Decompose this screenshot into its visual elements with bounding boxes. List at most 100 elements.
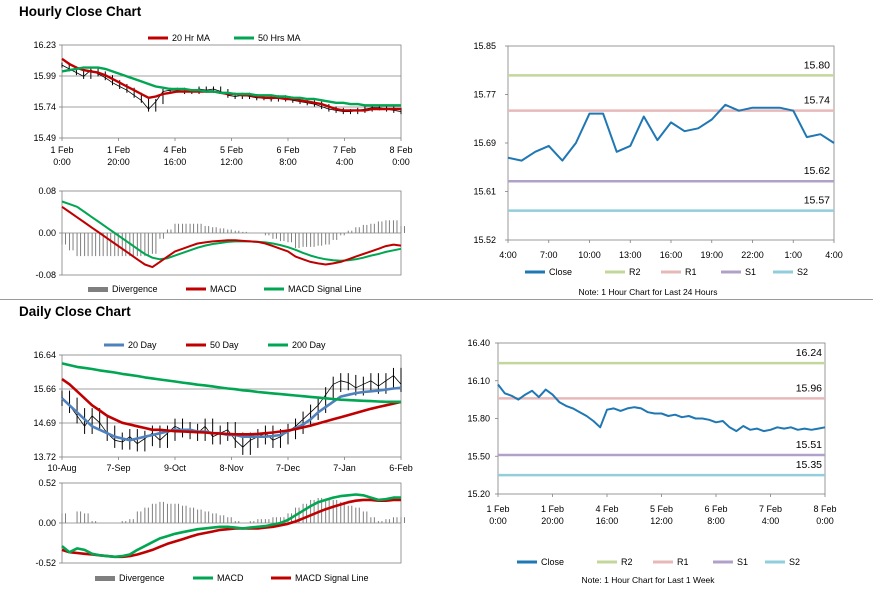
hourly-levels-x-tick: 7:00 bbox=[540, 250, 558, 260]
daily-price-legend: 20 Day bbox=[128, 340, 157, 350]
daily-price-x-tick: 8-Nov bbox=[219, 463, 244, 473]
section-divider bbox=[0, 299, 873, 300]
daily-level-label: 15.51 bbox=[796, 439, 822, 451]
hourly-macd-legend: MACD bbox=[210, 284, 237, 294]
hourly-price-x-tick: 1 Feb bbox=[50, 145, 73, 155]
daily-levels-x-tick: 5 Feb bbox=[650, 504, 673, 514]
daily-price-legend: 50 Day bbox=[210, 340, 239, 350]
daily-macd-y-tick: -0.52 bbox=[35, 558, 56, 568]
hourly-price-x-tick: 7 Feb bbox=[333, 145, 356, 155]
hourly-levels-legend: R2 bbox=[629, 267, 641, 277]
hourly-levels-x-tick: 22:00 bbox=[741, 250, 764, 260]
daily-price-x-tick: 6-Feb bbox=[389, 463, 413, 473]
daily-levels-x-tick: 8 Feb bbox=[813, 504, 836, 514]
hourly-levels-x-tick: 4:00 bbox=[825, 250, 843, 260]
hourly-price-x-tick: 4:00 bbox=[336, 157, 354, 167]
hourly-levels-y-tick: 15.85 bbox=[473, 41, 496, 51]
daily-macd-line bbox=[61, 493, 401, 559]
hourly-levels-legend: S1 bbox=[745, 267, 756, 277]
hourly-price-y-tick: 15.99 bbox=[33, 71, 56, 81]
hourly-macd-legend-swatch bbox=[88, 287, 108, 292]
hourly-price-x-tick: 0:00 bbox=[53, 157, 71, 167]
daily-price-frame bbox=[61, 354, 402, 458]
hourly-section-title: Hourly Close Chart bbox=[19, 4, 142, 19]
daily-price-legend: 200 Day bbox=[292, 340, 326, 350]
hourly-price-y-tick: 16.23 bbox=[33, 40, 56, 50]
hourly-levels-note: Note: 1 Hour Chart for Last 24 Hours bbox=[579, 287, 718, 297]
hourly-levels-x-tick: 16:00 bbox=[660, 250, 683, 260]
daily-close-line bbox=[497, 383, 826, 433]
daily-macd-y-tick: 0.52 bbox=[38, 478, 56, 488]
daily-levels-x-tick: 1 Feb bbox=[541, 504, 564, 514]
daily-macd-legend-swatch bbox=[95, 576, 115, 581]
hourly-macd-y-tick: 0.08 bbox=[38, 186, 56, 196]
daily-price-x-tick: 7-Dec bbox=[276, 463, 301, 473]
daily-level-label: 16.24 bbox=[796, 347, 822, 359]
hourly-price-x-tick: 20:00 bbox=[107, 157, 130, 167]
hourly-price-y-tick: 15.74 bbox=[33, 102, 56, 112]
hourly-levels-y-tick: 15.69 bbox=[473, 138, 496, 148]
daily-levels-y-tick: 16.40 bbox=[467, 338, 490, 348]
hourly-level-label: 15.80 bbox=[804, 59, 830, 71]
daily-price-x-tick: 7-Sep bbox=[106, 463, 130, 473]
daily-levels-x-tick: 4:00 bbox=[762, 516, 780, 526]
daily-levels-x-tick: 1 Feb bbox=[486, 504, 509, 514]
daily-price-y-tick: 14.69 bbox=[33, 418, 56, 428]
hourly-price-x-tick: 5 Feb bbox=[220, 145, 243, 155]
daily-price-y-tick: 16.64 bbox=[33, 350, 56, 360]
hourly-ma-line bbox=[61, 66, 401, 107]
daily-macd-legend: Divergence bbox=[119, 573, 165, 583]
daily-levels-x-tick: 16:00 bbox=[596, 516, 619, 526]
hourly-levels-y-tick: 15.52 bbox=[473, 235, 496, 245]
daily-price-y-tick: 15.66 bbox=[33, 384, 56, 394]
daily-price-y-tick: 13.72 bbox=[33, 452, 56, 462]
daily-macd-legend: MACD Signal Line bbox=[295, 573, 369, 583]
hourly-macd-legend: Divergence bbox=[112, 284, 158, 294]
hourly-macd-y-tick: 0.00 bbox=[38, 228, 56, 238]
hourly-level-label: 15.74 bbox=[804, 95, 830, 107]
hourly-price-y-tick: 15.49 bbox=[33, 133, 56, 143]
daily-ma-line bbox=[61, 378, 402, 436]
hourly-level-label: 15.62 bbox=[804, 165, 830, 177]
daily-price-x-tick: 10-Aug bbox=[47, 463, 76, 473]
hourly-levels-y-tick: 15.77 bbox=[473, 90, 496, 100]
daily-level-label: 15.35 bbox=[796, 459, 822, 471]
daily-macd-legend: MACD bbox=[217, 573, 244, 583]
hourly-price-legend: 50 Hrs MA bbox=[258, 33, 301, 43]
hourly-price-x-tick: 12:00 bbox=[220, 157, 243, 167]
hourly-levels-x-tick: 19:00 bbox=[700, 250, 723, 260]
hourly-levels-x-tick: 10:00 bbox=[578, 250, 601, 260]
hourly-price-x-tick: 16:00 bbox=[164, 157, 187, 167]
daily-levels-x-tick: 6 Feb bbox=[704, 504, 727, 514]
hourly-price-x-tick: 8 Feb bbox=[389, 145, 412, 155]
hourly-macd-y-tick: -0.08 bbox=[35, 270, 56, 280]
daily-levels-x-tick: 12:00 bbox=[650, 516, 673, 526]
hourly-price-x-tick: 0:00 bbox=[392, 157, 410, 167]
hourly-close-line bbox=[507, 103, 835, 162]
daily-macd-y-tick: 0.00 bbox=[38, 518, 56, 528]
daily-levels-legend: S2 bbox=[789, 557, 800, 567]
daily-ma-line bbox=[61, 362, 401, 404]
hourly-price-frame bbox=[61, 44, 402, 139]
hourly-price-x-tick: 1 Feb bbox=[107, 145, 130, 155]
hourly-levels-x-tick: 4:00 bbox=[499, 250, 517, 260]
hourly-price-x-tick: 8:00 bbox=[279, 157, 297, 167]
hourly-macd-line bbox=[61, 205, 402, 269]
daily-levels-y-tick: 15.80 bbox=[467, 414, 490, 424]
hourly-price-legend: 20 Hr MA bbox=[172, 33, 210, 43]
hourly-levels-x-tick: 1:00 bbox=[784, 250, 802, 260]
daily-levels-x-tick: 7 Feb bbox=[759, 504, 782, 514]
daily-levels-legend: R1 bbox=[677, 557, 689, 567]
hourly-levels-legend: R1 bbox=[685, 267, 697, 277]
hourly-levels-legend: Close bbox=[549, 267, 572, 277]
hourly-levels-legend: S2 bbox=[797, 267, 808, 277]
daily-levels-legend: S1 bbox=[737, 557, 748, 567]
daily-price-x-tick: 9-Oct bbox=[164, 463, 187, 473]
hourly-price-x-tick: 6 Feb bbox=[276, 145, 299, 155]
daily-levels-x-tick: 20:00 bbox=[541, 516, 564, 526]
daily-levels-y-tick: 16.10 bbox=[467, 376, 490, 386]
daily-levels-x-tick: 4 Feb bbox=[595, 504, 618, 514]
hourly-level-label: 15.57 bbox=[804, 195, 830, 207]
daily-levels-y-tick: 15.50 bbox=[467, 451, 490, 461]
daily-level-label: 15.96 bbox=[796, 382, 822, 394]
